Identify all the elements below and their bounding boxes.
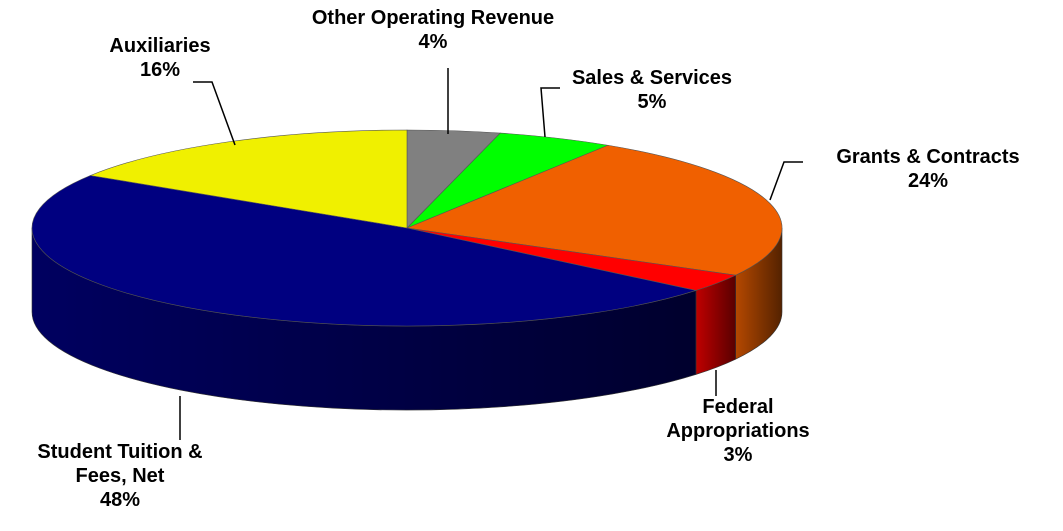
slice-side — [695, 274, 736, 375]
leader-line — [193, 81, 236, 146]
category-label: Sales & Services — [571, 67, 733, 89]
slice-label: Student Tuition & Fees, Net 48% — [13, 440, 228, 512]
slice-label: Auxiliaries 16% — [60, 34, 260, 82]
slice-label: Federal Appropriations 3% — [653, 395, 823, 467]
value-label: 48% — [99, 489, 141, 511]
value-label: 4% — [418, 31, 448, 53]
value-label: 5% — [637, 91, 667, 113]
category-label: Other Operating Revenue — [311, 7, 555, 29]
slice-label: Grants & Contracts 24% — [798, 145, 1058, 193]
category-label: Federal Appropriations — [666, 396, 810, 442]
category-label: Auxiliaries — [109, 35, 211, 57]
slice-label: Sales & Services 5% — [522, 66, 782, 114]
leader-line — [769, 161, 803, 201]
slice-label: Other Operating Revenue 4% — [253, 6, 613, 54]
category-label: Grants & Contracts — [836, 146, 1020, 168]
slice — [31, 175, 698, 327]
category-label: Student Tuition & Fees, Net — [37, 441, 203, 487]
value-label: 24% — [907, 170, 949, 192]
value-label: 16% — [139, 59, 181, 81]
value-label: 3% — [723, 444, 753, 466]
leader-line — [540, 87, 560, 138]
slice — [89, 129, 408, 229]
slice — [405, 144, 783, 276]
